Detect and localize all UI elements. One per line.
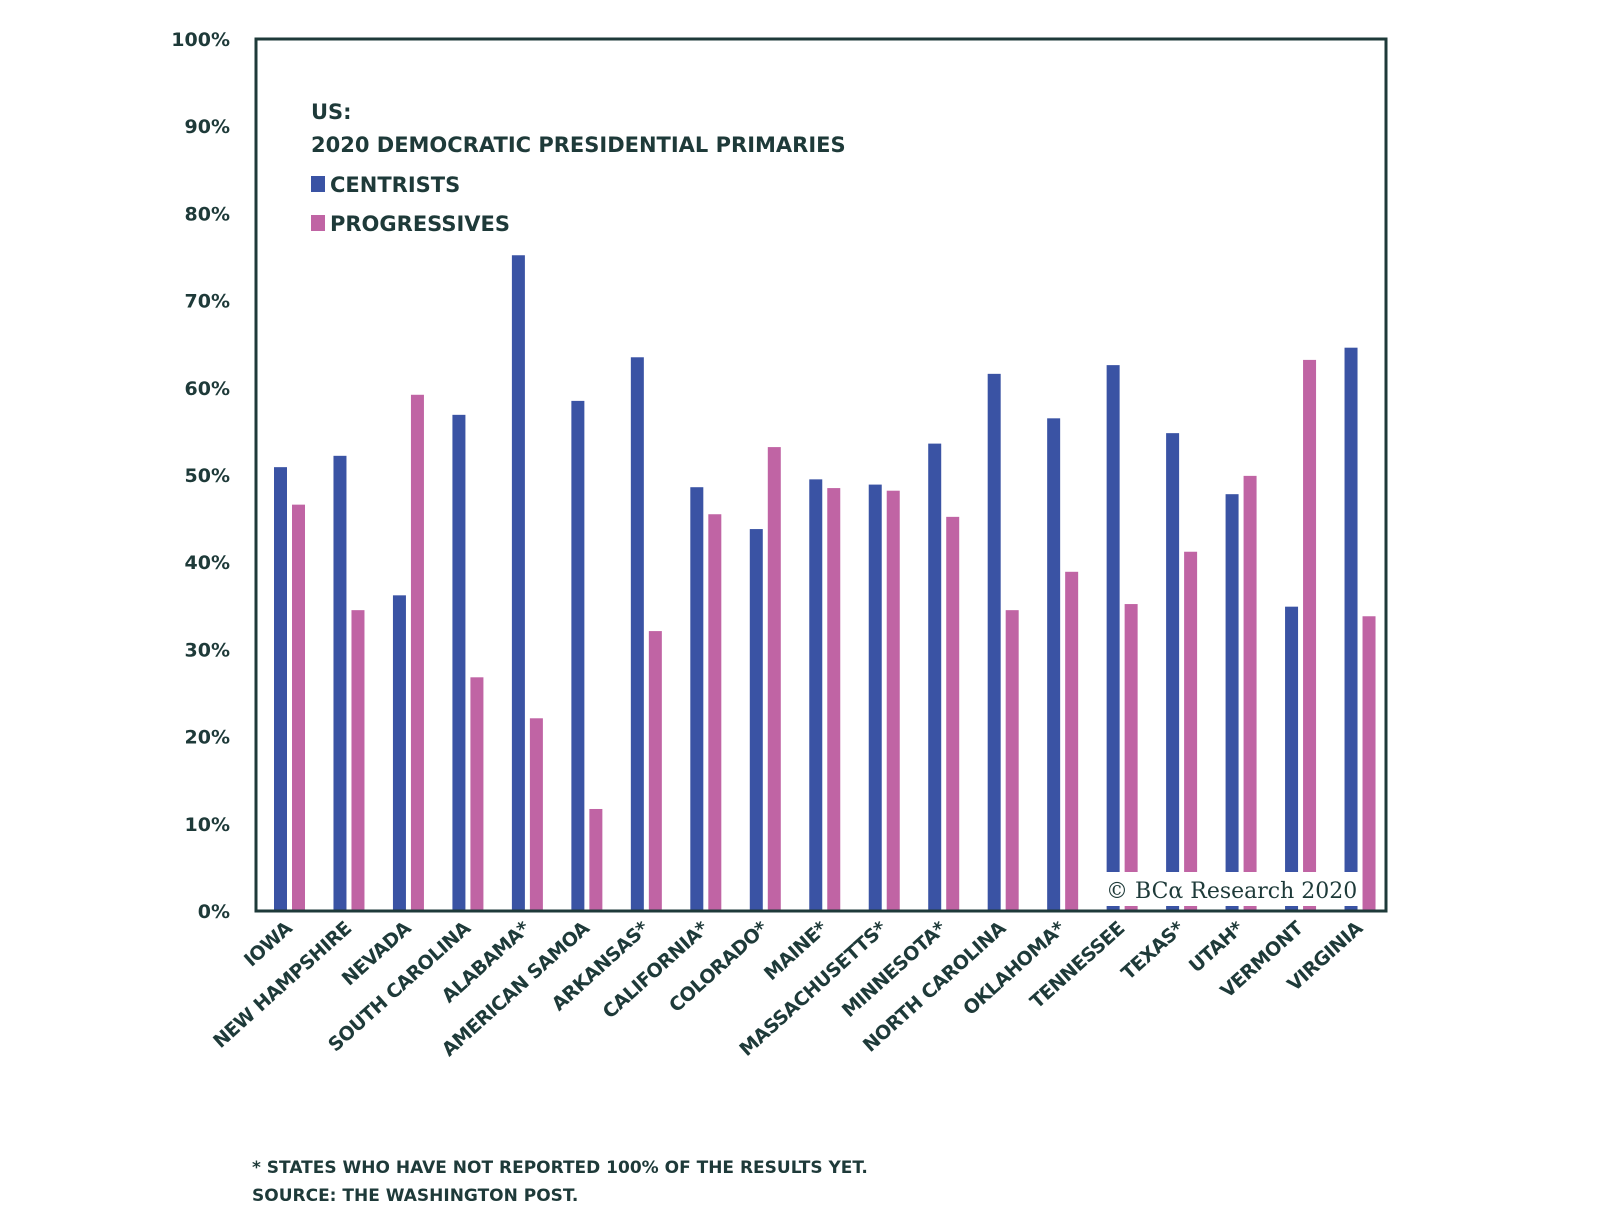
bar-progressives-california: [708, 514, 722, 911]
bar-progressives-iowa: [292, 504, 305, 911]
bar-centrists-minnesota: [928, 443, 942, 911]
bar-centrists-north-carolina: [987, 373, 1001, 911]
y-tick-label: 30%: [185, 639, 230, 661]
footnote-source: SOURCE: THE WASHINGTON POST.: [252, 1186, 579, 1206]
y-tick-label: 60%: [185, 378, 230, 400]
y-tick-label: 20%: [185, 727, 230, 749]
bars: [274, 255, 1376, 912]
chart-title: US:: [311, 100, 352, 124]
y-tick-label: 40%: [185, 552, 230, 574]
bar-centrists-vermont: [1285, 606, 1299, 911]
x-tick-label: OKLAHOMA*: [959, 917, 1070, 1020]
bar-centrists-california: [690, 487, 704, 911]
bar-centrists-tennessee: [1106, 365, 1120, 911]
bar-centrists-arkansas: [630, 357, 644, 911]
bar-progressives-oklahoma: [1065, 571, 1079, 911]
watermark: © BCα Research 2020: [1106, 879, 1357, 904]
bar-progressives-new-hampshire: [351, 610, 365, 911]
bar-progressives-minnesota: [946, 516, 960, 911]
bar-centrists-american-samoa: [571, 400, 585, 911]
bar-centrists-virginia: [1344, 347, 1358, 911]
bar-centrists-alabama: [511, 255, 525, 912]
y-tick-label: 0%: [198, 901, 230, 923]
bar-centrists-texas: [1166, 433, 1180, 911]
bar-centrists-maine: [809, 479, 823, 911]
bar-progressives-virginia: [1362, 616, 1376, 911]
bar-progressives-massachusetts: [886, 490, 900, 911]
bar-progressives-texas: [1184, 551, 1198, 911]
bar-progressives-alabama: [529, 718, 543, 911]
bar-centrists-massachusetts: [868, 484, 882, 911]
bar-centrists-iowa: [274, 467, 287, 911]
bar-centrists-utah: [1225, 494, 1239, 911]
bar-progressives-arkansas: [648, 631, 662, 911]
chart-subtitle: 2020 DEMOCRATIC PRESIDENTIAL PRIMARIES: [311, 133, 846, 157]
bar-centrists-oklahoma: [1047, 418, 1061, 911]
y-tick-label: 50%: [185, 465, 230, 487]
bar-progressives-utah: [1243, 475, 1257, 911]
chart: 0% 10% 20% 30% 40% 50% 60% 70% 80% 90% 100% US: 20…: [171, 29, 1388, 1061]
legend-swatch-centrists: [311, 176, 325, 192]
bar-progressives-tennessee: [1124, 604, 1138, 911]
legend-label-progressives: PROGRESSIVES: [330, 212, 510, 236]
bar-progressives-maine: [827, 488, 841, 911]
bar-progressives-south-carolina: [470, 677, 484, 911]
bar-centrists-colorado: [749, 529, 763, 911]
bar-progressives-colorado: [767, 447, 781, 911]
plot-frame: [254, 37, 1388, 913]
bar-progressives-american-samoa: [589, 808, 603, 911]
legend-swatch-progressives: [311, 215, 325, 231]
y-tick-label: 90%: [185, 116, 230, 138]
bar-progressives-vermont: [1303, 359, 1317, 911]
x-tick-label: IOWA: [240, 917, 297, 971]
bar-centrists-nevada: [392, 595, 406, 911]
x-tick-label: TEXAS*: [1117, 917, 1189, 985]
bar-progressives-north-carolina: [1005, 610, 1019, 911]
x-tick-label: MINNESOTA*: [838, 917, 951, 1022]
footnote-note: * STATES WHO HAVE NOT REPORTED 100% OF T…: [252, 1158, 868, 1178]
y-axis-ticks: 0% 10% 20% 30% 40% 50% 60% 70% 80% 90% 100%: [171, 29, 230, 923]
x-tick-label: CALIFORNIA*: [599, 917, 713, 1023]
y-tick-label: 100%: [171, 29, 230, 51]
bar-centrists-new-hampshire: [333, 455, 347, 911]
watermark-background: [1100, 872, 1362, 906]
legend-label-centrists: CENTRISTS: [330, 173, 460, 197]
y-tick-label: 10%: [185, 814, 230, 836]
y-tick-label: 70%: [185, 291, 230, 313]
legend: US: 2020 DEMOCRATIC PRESIDENTIAL PRIMARI…: [311, 100, 846, 236]
y-tick-label: 80%: [185, 203, 230, 225]
bar-centrists-south-carolina: [452, 414, 466, 911]
bar-progressives-nevada: [410, 394, 424, 911]
